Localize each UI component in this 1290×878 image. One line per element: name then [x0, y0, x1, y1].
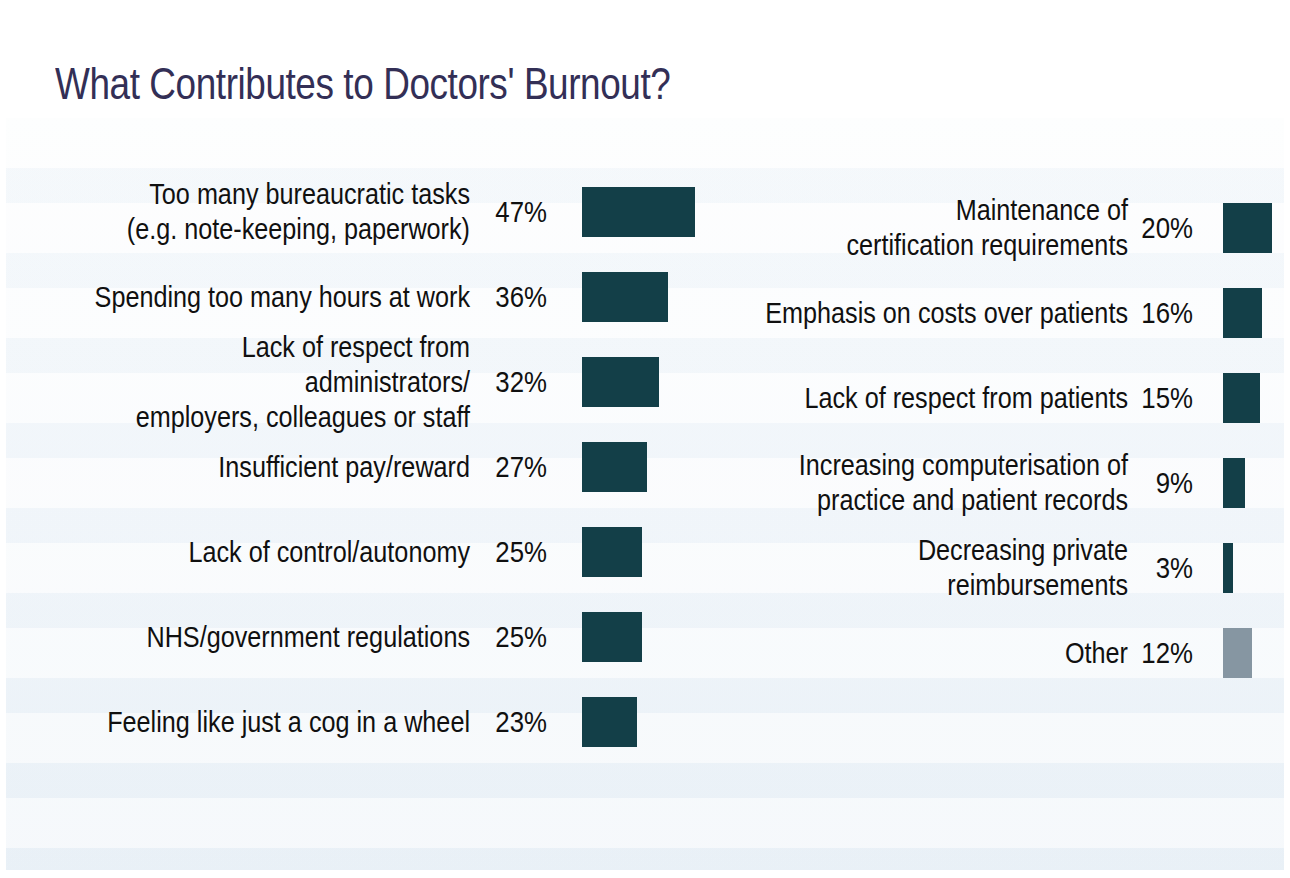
- bar-value: 12%: [1116, 636, 1193, 670]
- bar-label: Increasing computerisation of practice a…: [733, 448, 1128, 518]
- chart-title: What Contributes to Doctors' Burnout?: [55, 58, 670, 110]
- bar-label: Feeling like just a cog in a wheel: [75, 705, 470, 740]
- bar-label: Maintenance of certification requirement…: [733, 193, 1128, 263]
- bar-row: Other12%: [6, 611, 1284, 695]
- bar-value: 15%: [1116, 381, 1193, 415]
- bar-label: Other: [733, 636, 1128, 671]
- bar-value: 20%: [1116, 211, 1193, 245]
- bar: [1223, 203, 1272, 253]
- bar-value: 9%: [1116, 466, 1193, 500]
- bar-row: Decreasing private reimbursements3%: [6, 526, 1284, 610]
- bar-label: Decreasing private reimbursements: [733, 533, 1128, 603]
- bar: [1223, 288, 1262, 338]
- bar-value: 23%: [470, 705, 547, 739]
- bar-row: Lack of respect from patients15%: [6, 356, 1284, 440]
- bar: [1223, 458, 1245, 508]
- bar-value: 3%: [1116, 551, 1193, 585]
- bar-row: Increasing computerisation of practice a…: [6, 441, 1284, 525]
- bar: [1223, 543, 1233, 593]
- bar: [1223, 628, 1252, 678]
- bar-label: Lack of respect from patients: [733, 381, 1128, 416]
- bar: [582, 697, 637, 747]
- chart-panel: Too many bureaucratic tasks (e.g. note-k…: [6, 118, 1284, 870]
- bar: [1223, 373, 1260, 423]
- bar-label: Emphasis on costs over patients: [733, 296, 1128, 331]
- page: What Contributes to Doctors' Burnout? To…: [0, 0, 1290, 878]
- bar-value: 16%: [1116, 296, 1193, 330]
- bar-row: Maintenance of certification requirement…: [6, 186, 1284, 270]
- bar-row: Emphasis on costs over patients16%: [6, 271, 1284, 355]
